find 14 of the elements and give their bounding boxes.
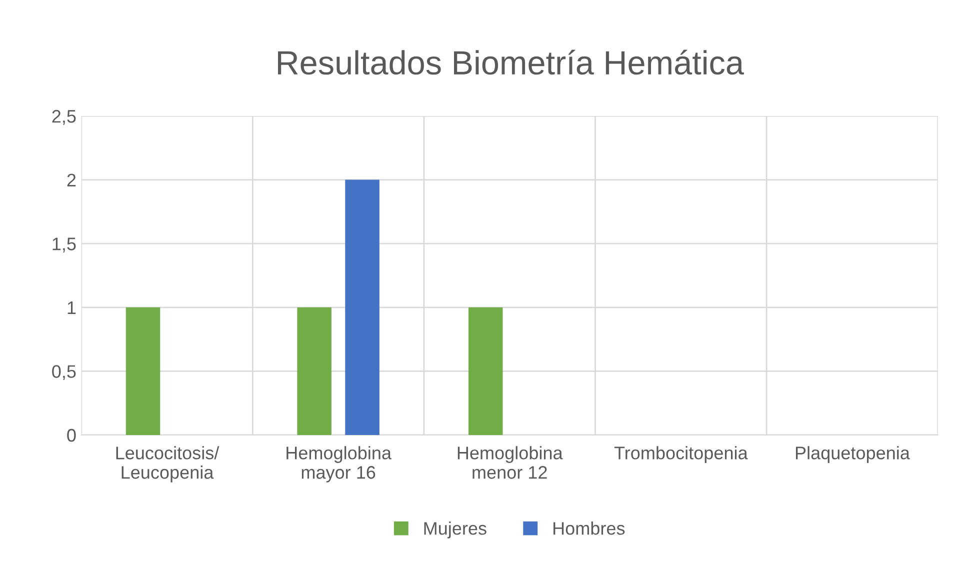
x-tick-label: Plaquetopenia [796, 446, 910, 463]
y-tick-label: 0,5 [52, 365, 76, 380]
y-tick-label: 0 [67, 428, 76, 442]
y-tick-label: 1,5 [52, 238, 76, 252]
x-tick-label: Hemoglobina mayor 16 [286, 446, 392, 482]
y-tick-label: 1 [68, 302, 76, 314]
y-tick-label: 2,5 [52, 110, 76, 125]
legend-label: Hombres [554, 522, 625, 535]
legend-label: Mujeres [424, 522, 486, 538]
x-tick-label: Trombocitopenia [614, 446, 748, 463]
y-tick-label: 2 [67, 174, 76, 186]
chart-title: Resultados Biometría Hemática [278, 50, 744, 75]
x-tick-label: Hemoglobina menor 12 [458, 446, 563, 479]
x-tick-label: Leucocitosis/ Leucopenia [116, 446, 220, 482]
